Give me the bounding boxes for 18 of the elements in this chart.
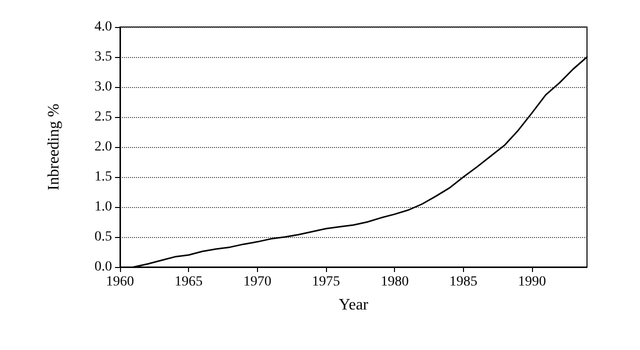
x-tick-label: 1990 xyxy=(518,274,546,290)
x-axis-title: Year xyxy=(338,296,369,314)
y-tick-label: 1.5 xyxy=(94,170,112,184)
x-tick-label: 1975 xyxy=(312,274,340,290)
y-tick-label: 0.0 xyxy=(94,260,112,274)
x-tick-label: 1985 xyxy=(449,274,478,290)
y-tick-label: 1.0 xyxy=(94,200,112,214)
y-tick-label: 0.5 xyxy=(94,230,112,244)
x-tick-label: 1965 xyxy=(174,274,203,290)
y-tick-label: 3.5 xyxy=(94,50,112,64)
y-axis-title: Inbreeding % xyxy=(46,104,62,190)
y-tick-label: 2.5 xyxy=(94,110,112,124)
x-tick-label: 1960 xyxy=(106,274,134,290)
x-tick-label: 1980 xyxy=(380,274,409,290)
y-tick-label: 4.0 xyxy=(94,20,112,34)
x-tick-label: 1970 xyxy=(243,274,272,290)
y-tick-label: 3.0 xyxy=(94,80,112,94)
y-tick-label: 2.0 xyxy=(94,140,112,154)
